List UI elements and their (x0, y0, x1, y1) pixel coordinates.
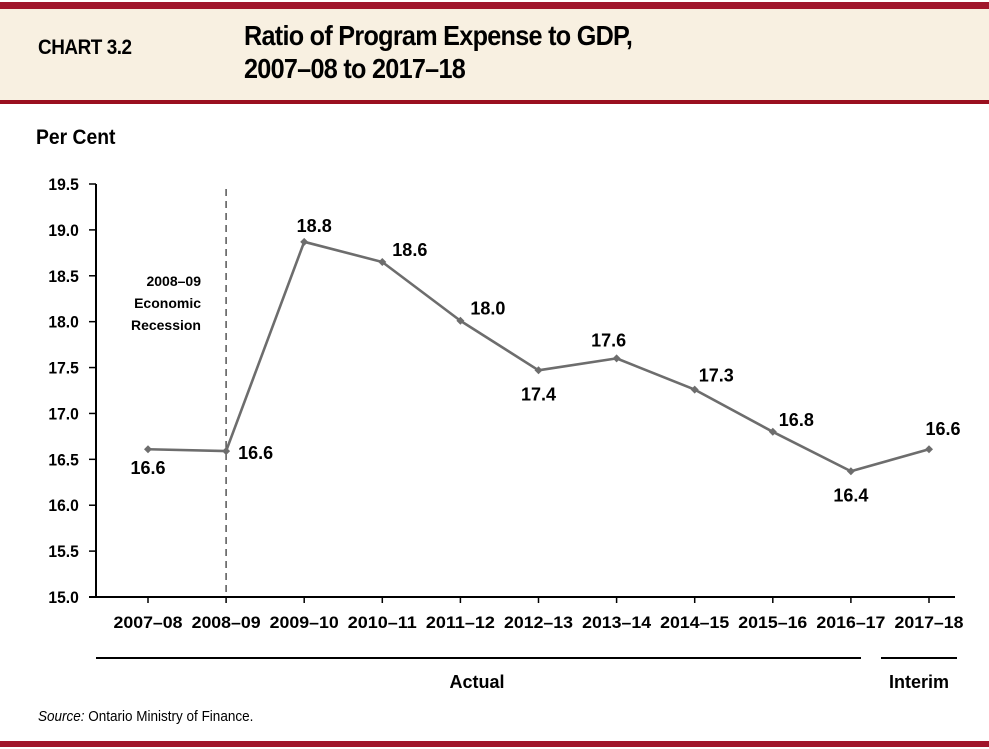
data-point-marker (925, 445, 933, 454)
y-tick-label: 19.5 (48, 175, 78, 194)
data-label: 17.3 (699, 366, 734, 386)
x-tick-label: 2008–09 (192, 613, 261, 632)
axes: 15.0 15.5 16.0 16.5 17.0 17.5 18.0 18.5 19.0 19.5… (48, 175, 963, 632)
recession-annotation: 2008–09 Economic Recession (131, 189, 227, 597)
y-tick-label: 16.5 (48, 451, 78, 470)
top-accent-bar (0, 2, 989, 9)
y-tick-label: 18.0 (48, 313, 78, 332)
x-tick-label: 2011–12 (426, 613, 495, 632)
x-tick-label: 2012–13 (504, 613, 573, 632)
x-tick-label: 2015–16 (738, 613, 807, 632)
data-point-marker (612, 354, 621, 363)
x-tick-label: 2013–14 (582, 613, 652, 632)
bottom-accent-bar (0, 741, 989, 747)
y-tick-label: 17.0 (48, 405, 78, 424)
data-point-marker (222, 447, 231, 456)
data-label: 18.6 (392, 240, 427, 260)
x-tick-label: 2009–10 (270, 613, 339, 632)
category-groups: Actual Interim (96, 657, 957, 692)
group-label-actual: Actual (449, 672, 504, 692)
y-axis-label: Per Cent (36, 126, 116, 149)
chart-title-line1: Ratio of Program Expense to GDP, (244, 20, 633, 51)
group-label-interim: Interim (889, 672, 949, 692)
data-point-marker (378, 258, 387, 267)
data-point-marker (456, 316, 465, 325)
recession-annotation-text: Recession (131, 317, 201, 333)
data-label: 18.8 (297, 216, 332, 236)
y-tick-label: 19.0 (48, 221, 78, 240)
source-note: Source: Ontario Ministry of Finance. (38, 708, 253, 725)
chart-header (0, 9, 989, 100)
y-tick-label: 16.0 (48, 497, 78, 516)
y-tick-label: 15.5 (48, 543, 78, 562)
series-line-group (144, 237, 933, 476)
source-text: Ontario Ministry of Finance. (84, 708, 254, 725)
y-tick-label: 17.5 (48, 359, 78, 378)
chart-title: Ratio of Program Expense to GDP, 2007–08… (244, 19, 633, 85)
data-point-marker (144, 445, 152, 454)
chart-number: CHART 3.2 (38, 36, 132, 59)
y-tick-label: 15.0 (48, 588, 78, 607)
data-label: 16.8 (779, 410, 814, 430)
data-point-marker (846, 467, 855, 476)
recession-annotation-text: 2008–09 (146, 273, 201, 289)
x-tick-label: 2017–18 (895, 613, 964, 632)
x-tick-label: 2016–17 (816, 613, 885, 632)
x-tick-label: 2010–11 (348, 613, 417, 632)
data-point-marker (300, 237, 309, 246)
chart-title-line2: 2007–08 to 2017–18 (244, 53, 466, 84)
data-point-marker (690, 385, 699, 394)
y-tick-label: 18.5 (48, 267, 78, 286)
source-prefix: Source: (38, 708, 85, 725)
data-labels: 16.6 16.6 18.8 18.6 18.0 17.4 17.6 17.3 16.8 16.4… (130, 216, 960, 505)
header-divider (0, 100, 989, 104)
recession-annotation-text: Economic (134, 295, 201, 311)
data-label: 16.6 (130, 458, 165, 478)
data-label: 16.4 (833, 485, 868, 505)
x-tick-label: 2007–08 (114, 613, 183, 632)
data-label: 17.6 (591, 330, 626, 350)
data-point-marker (534, 366, 543, 375)
data-label: 18.0 (470, 299, 505, 319)
data-label: 17.4 (521, 384, 556, 404)
x-tick-label: 2014–15 (660, 613, 729, 632)
data-label: 16.6 (238, 443, 273, 463)
data-label: 16.6 (925, 419, 960, 439)
series-line (147, 240, 930, 473)
data-point-marker (768, 427, 777, 436)
